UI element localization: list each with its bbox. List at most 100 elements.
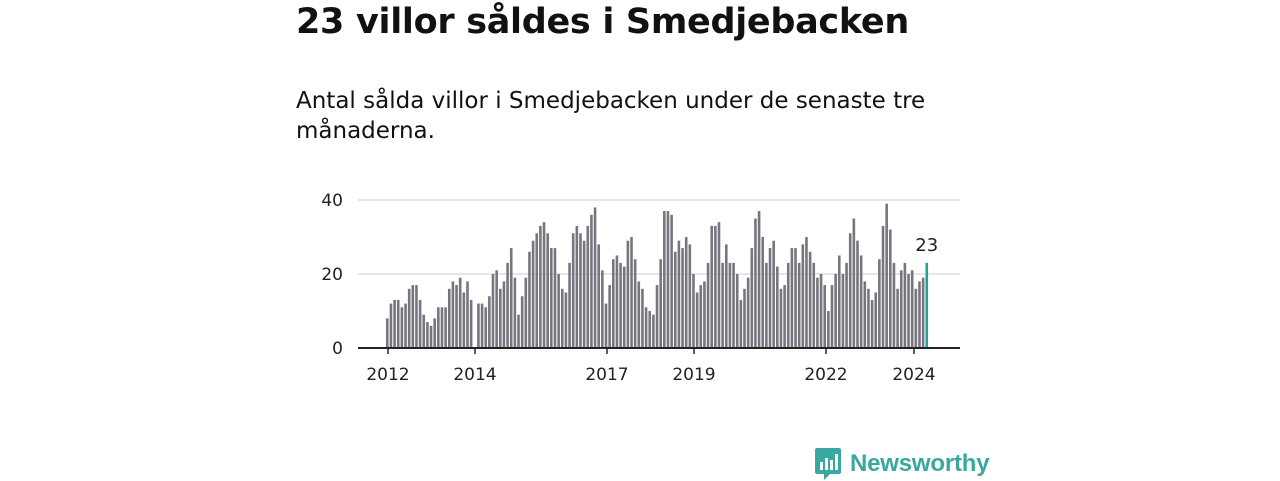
- bar: [870, 299, 874, 348]
- bar: [499, 288, 502, 348]
- bar: [517, 314, 520, 348]
- x-tick-label: 2024: [892, 365, 935, 385]
- latest-value-label: 23: [915, 235, 938, 256]
- bar: [509, 248, 513, 348]
- bar: [765, 262, 768, 348]
- bar: [422, 314, 426, 348]
- bar: [848, 233, 852, 348]
- y-tick-label: 20: [321, 265, 343, 285]
- bar: [845, 262, 848, 348]
- bar: [827, 311, 830, 348]
- bar: [520, 296, 524, 348]
- bar: [757, 211, 761, 348]
- bar: [466, 281, 469, 348]
- bar: [469, 299, 473, 348]
- bar: [684, 237, 688, 348]
- bar: [837, 255, 841, 348]
- x-tick-label: 2022: [804, 365, 847, 385]
- y-tick-label: 40: [321, 191, 343, 211]
- bar: [910, 270, 914, 348]
- bar: [389, 303, 393, 348]
- annotations: 23: [915, 235, 938, 256]
- bar: [878, 259, 881, 348]
- bar: [692, 274, 695, 348]
- bar: [535, 233, 539, 348]
- bar: [699, 285, 703, 348]
- bars: [386, 203, 929, 348]
- bar: [528, 251, 531, 348]
- x-tick-label: 2012: [366, 365, 409, 385]
- bar: [531, 240, 535, 348]
- bar: [495, 270, 498, 348]
- bar: [903, 262, 907, 348]
- gridlines: [358, 199, 960, 275]
- bar: [550, 248, 553, 348]
- bar: [841, 274, 845, 348]
- bar: [582, 240, 586, 348]
- bar: [553, 248, 557, 348]
- bar: [404, 303, 407, 348]
- bar: [703, 281, 706, 348]
- bar: [914, 288, 918, 348]
- bar: [816, 277, 819, 348]
- bar: [644, 307, 648, 348]
- bar: [560, 288, 564, 348]
- bar: [666, 211, 670, 348]
- bar: [462, 292, 466, 348]
- bar: [524, 277, 528, 348]
- bar: [754, 218, 757, 348]
- bar: [717, 222, 721, 348]
- bar: [444, 307, 447, 348]
- bar: [805, 237, 808, 348]
- bar: [761, 237, 765, 348]
- bar: [655, 285, 659, 348]
- bar: [440, 307, 444, 348]
- bar: [458, 277, 462, 348]
- y-tick-label: 0: [332, 339, 343, 359]
- bar: [426, 322, 429, 348]
- bar: [590, 214, 593, 348]
- bar: [626, 240, 630, 348]
- bar: [899, 270, 903, 348]
- bar: [797, 262, 801, 348]
- bar: [710, 225, 713, 348]
- bar: [681, 248, 684, 348]
- bar: [732, 262, 735, 348]
- bar: [776, 266, 779, 348]
- bar: [859, 255, 863, 348]
- bar: [571, 233, 575, 348]
- bar: [852, 218, 856, 348]
- bar: [568, 262, 571, 348]
- bar: [867, 288, 870, 348]
- bar: [447, 288, 451, 348]
- bar: [455, 285, 458, 348]
- chart-subtitle: Antal sålda villor i Smedjebacken under …: [296, 88, 926, 144]
- bar: [834, 274, 837, 348]
- bar: [593, 207, 597, 348]
- bar: [491, 274, 495, 348]
- bar: [673, 251, 677, 348]
- bar: [415, 285, 418, 348]
- bar: [881, 225, 885, 348]
- bar: [564, 292, 568, 348]
- bar: [386, 318, 389, 348]
- bar: [542, 222, 546, 348]
- bar: [652, 314, 655, 348]
- bar: [746, 277, 750, 348]
- bar: [783, 285, 786, 348]
- newsworthy-logo-icon: [815, 448, 841, 480]
- bar: [772, 240, 775, 348]
- bar: [506, 262, 509, 348]
- bar: [790, 248, 794, 348]
- bar: [670, 214, 673, 348]
- bar: [502, 281, 506, 348]
- bar: [892, 262, 896, 348]
- bar: [896, 288, 899, 348]
- bar: [451, 281, 455, 348]
- bar: [597, 244, 601, 348]
- bar: [677, 240, 681, 348]
- x-axis-ticks: 2012 2014 2017 2019 2022 2024: [366, 348, 936, 385]
- bar: [739, 299, 743, 348]
- bar: [721, 262, 724, 348]
